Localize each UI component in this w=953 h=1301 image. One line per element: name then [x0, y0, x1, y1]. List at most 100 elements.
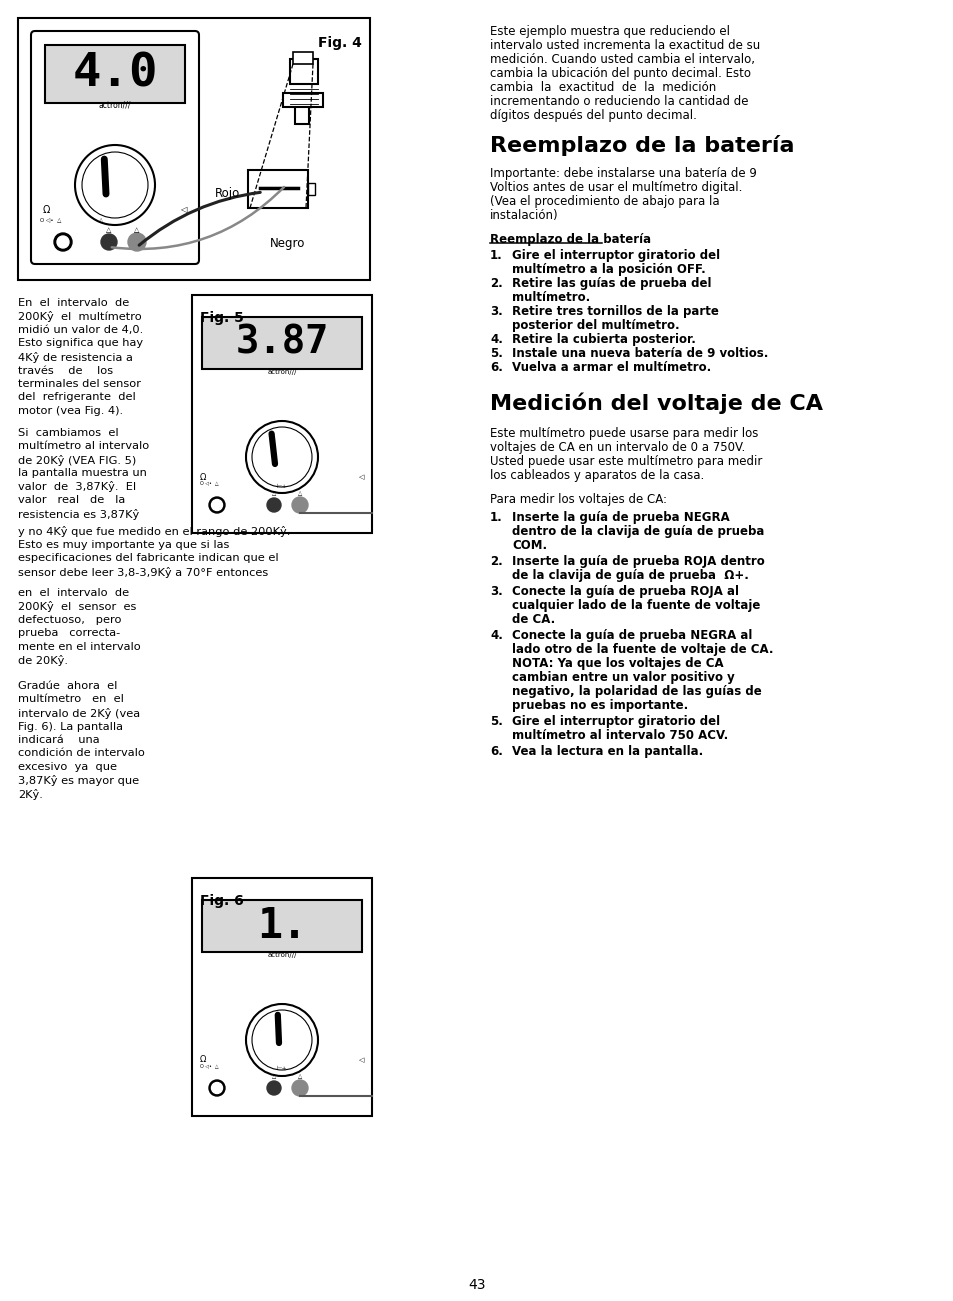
Text: En  el  intervalo  de: En el intervalo de	[18, 298, 129, 308]
Text: (Vea el procedimiento de abajo para la: (Vea el procedimiento de abajo para la	[490, 195, 719, 208]
Circle shape	[54, 233, 71, 251]
Text: NOTA: Ya que los voltajes de CA: NOTA: Ya que los voltajes de CA	[512, 657, 723, 670]
Text: Este ejemplo muestra que reduciendo el: Este ejemplo muestra que reduciendo el	[490, 25, 729, 38]
Text: Inserte la guía de prueba ROJA dentro: Inserte la guía de prueba ROJA dentro	[512, 556, 764, 569]
Text: Fig. 4: Fig. 4	[317, 36, 361, 49]
Bar	[192, 295, 372, 533]
Bar	[18, 18, 370, 280]
Text: 2.: 2.	[490, 277, 502, 290]
Text: Este multímetro puede usarse para medir los: Este multímetro puede usarse para medir …	[490, 427, 758, 440]
Text: multímetro   en  el: multímetro en el	[18, 695, 124, 705]
Text: 1.: 1.	[490, 511, 502, 524]
Text: Ω: Ω	[43, 206, 51, 215]
Text: Esto es muy importante ya que si las: Esto es muy importante ya que si las	[18, 540, 229, 549]
Text: COM.: COM.	[512, 539, 547, 552]
Circle shape	[267, 1081, 281, 1095]
Text: 2Kŷ.: 2Kŷ.	[18, 788, 43, 800]
Text: Usted puede usar este multímetro para medir: Usted puede usar este multímetro para me…	[490, 455, 761, 468]
Text: Vuelva a armar el multímetro.: Vuelva a armar el multímetro.	[512, 360, 711, 373]
Circle shape	[212, 1082, 222, 1094]
Text: Para medir los voltajes de CA:: Para medir los voltajes de CA:	[490, 493, 666, 506]
Text: dígitos después del punto decimal.: dígitos después del punto decimal.	[490, 109, 696, 122]
Text: Gire el interruptor giratorio del: Gire el interruptor giratorio del	[512, 716, 720, 729]
Circle shape	[57, 235, 69, 248]
Text: Retire tres tornillos de la parte: Retire tres tornillos de la parte	[512, 304, 719, 317]
Text: 1.: 1.	[490, 248, 502, 262]
Text: actron///: actron///	[267, 952, 296, 958]
Text: Reemplazo de la batería: Reemplazo de la batería	[490, 233, 651, 246]
Text: voltajes de CA en un intervalo de 0 a 750V.: voltajes de CA en un intervalo de 0 a 75…	[490, 441, 744, 454]
Circle shape	[292, 497, 308, 513]
Text: dentro de la clavija de guía de prueba: dentro de la clavija de guía de prueba	[512, 526, 763, 539]
Text: Fig. 5: Fig. 5	[200, 311, 244, 325]
Text: defectuoso,   pero: defectuoso, pero	[18, 615, 121, 624]
Text: △: △	[297, 1073, 302, 1079]
Text: la pantalla muestra un: la pantalla muestra un	[18, 468, 147, 477]
Circle shape	[212, 500, 222, 510]
Text: de CA.: de CA.	[512, 613, 555, 626]
Text: 3.87: 3.87	[235, 324, 329, 362]
Text: cambia  la  exactitud  de  la  medición: cambia la exactitud de la medición	[490, 81, 716, 94]
Text: sensor debe leer 3,8-3,9Kŷ a 70°F entonces: sensor debe leer 3,8-3,9Kŷ a 70°F entonc…	[18, 566, 268, 578]
FancyBboxPatch shape	[30, 31, 199, 264]
Text: 4.0: 4.0	[72, 52, 157, 96]
Text: multímetro al intervalo: multímetro al intervalo	[18, 441, 149, 451]
Text: de la clavija de guía de prueba  Ω+.: de la clavija de guía de prueba Ω+.	[512, 569, 748, 582]
Text: O ◁•  △: O ◁• △	[40, 217, 61, 222]
Bar	[45, 46, 185, 103]
Bar	[290, 59, 317, 85]
Text: multímetro a la posición OFF.: multímetro a la posición OFF.	[512, 263, 705, 276]
Text: cambia la ubicación del punto decimal. Esto: cambia la ubicación del punto decimal. E…	[490, 66, 750, 79]
Text: Reemplazo de la batería: Reemplazo de la batería	[490, 135, 794, 156]
Text: Fig. 6). La pantalla: Fig. 6). La pantalla	[18, 722, 123, 731]
Circle shape	[209, 1080, 225, 1095]
Text: especificaciones del fabricante indican que el: especificaciones del fabricante indican …	[18, 553, 278, 563]
Text: Fig. 6: Fig. 6	[200, 894, 244, 908]
Text: 4Kŷ de resistencia a: 4Kŷ de resistencia a	[18, 353, 132, 363]
Text: multímetro.: multímetro.	[512, 291, 590, 304]
Text: 2.: 2.	[490, 556, 502, 569]
Text: midió un valor de 4,0.: midió un valor de 4,0.	[18, 325, 143, 334]
Text: los cableados y aparatos de la casa.: los cableados y aparatos de la casa.	[490, 468, 703, 481]
Text: en  el  intervalo  de: en el intervalo de	[18, 588, 129, 598]
Circle shape	[267, 498, 281, 513]
Text: prueba   correcta-: prueba correcta-	[18, 628, 120, 639]
Text: y no 4Kŷ que fue medido en el rango de 200Kŷ.: y no 4Kŷ que fue medido en el rango de 2…	[18, 526, 290, 537]
Text: Rojo: Rojo	[214, 186, 240, 199]
Text: negativo, la polaridad de las guías de: negativo, la polaridad de las guías de	[512, 686, 760, 699]
Text: 43: 43	[468, 1278, 485, 1292]
Circle shape	[292, 1080, 308, 1095]
Text: condición de intervalo: condición de intervalo	[18, 748, 145, 758]
Bar	[192, 878, 372, 1116]
Text: Gradúe  ahora  el: Gradúe ahora el	[18, 680, 117, 691]
Text: Voltios antes de usar el multímetro digital.: Voltios antes de usar el multímetro digi…	[490, 181, 741, 194]
Text: lado otro de la fuente de voltaje de CA.: lado otro de la fuente de voltaje de CA.	[512, 643, 773, 656]
Text: △: △	[99, 217, 103, 222]
Text: Instale una nueva batería de 9 voltios.: Instale una nueva batería de 9 voltios.	[512, 347, 767, 360]
Text: Conecte la guía de prueba NEGRA al: Conecte la guía de prueba NEGRA al	[512, 628, 752, 641]
Text: Retire la cubierta posterior.: Retire la cubierta posterior.	[512, 333, 695, 346]
Text: mente en el intervalo: mente en el intervalo	[18, 641, 141, 652]
Text: 6.: 6.	[490, 360, 502, 373]
Text: motor (vea Fig. 4).: motor (vea Fig. 4).	[18, 406, 123, 416]
Text: cualquier lado de la fuente de voltaje: cualquier lado de la fuente de voltaje	[512, 598, 760, 611]
Text: Si  cambiamos  el: Si cambiamos el	[18, 428, 118, 437]
Text: intervalo usted incrementa la exactitud de su: intervalo usted incrementa la exactitud …	[490, 39, 760, 52]
Text: 6.: 6.	[490, 745, 502, 758]
Text: actron///: actron///	[267, 369, 296, 375]
Text: valor   real   de   la: valor real de la	[18, 494, 125, 505]
Text: multímetro al intervalo 750 ACV.: multímetro al intervalo 750 ACV.	[512, 729, 727, 742]
Text: ⊢+: ⊢+	[276, 484, 287, 488]
Text: medición. Cuando usted cambia el intervalo,: medición. Cuando usted cambia el interva…	[490, 53, 754, 66]
Bar	[202, 317, 361, 369]
Text: △: △	[272, 1073, 275, 1079]
Text: 3,87Kŷ es mayor que: 3,87Kŷ es mayor que	[18, 775, 139, 787]
Text: posterior del multímetro.: posterior del multímetro.	[512, 319, 679, 332]
Text: cambian entre un valor positivo y: cambian entre un valor positivo y	[512, 671, 734, 684]
Text: O ◁•  △: O ◁• △	[200, 1063, 218, 1068]
Bar	[293, 52, 313, 64]
Text: incrementando o reduciendo la cantidad de: incrementando o reduciendo la cantidad d…	[490, 95, 748, 108]
Text: resistencia es 3,87Kŷ: resistencia es 3,87Kŷ	[18, 509, 139, 519]
Text: Vea la lectura en la pantalla.: Vea la lectura en la pantalla.	[512, 745, 702, 758]
Circle shape	[101, 234, 117, 250]
